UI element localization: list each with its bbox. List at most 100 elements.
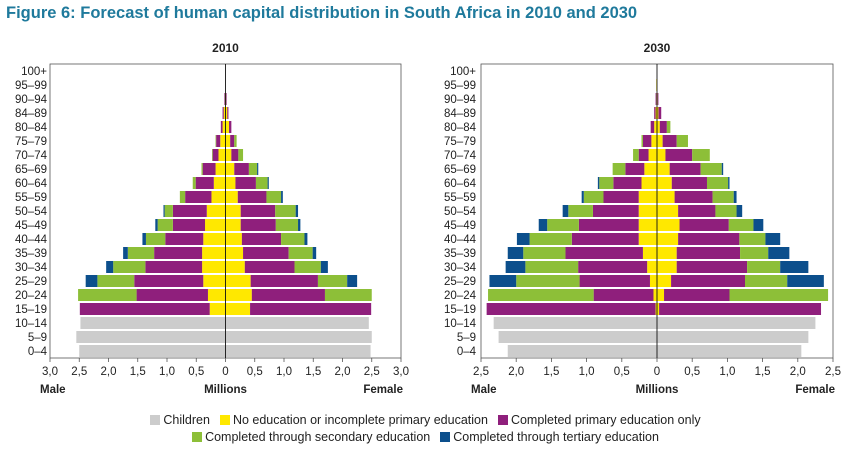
panel-2030-bar-female-no-education-13 [657, 247, 677, 259]
panel-2030-bar-male-secondary-8 [599, 177, 614, 189]
panel-2030-bar-male-primary-12 [571, 233, 639, 245]
panel-2030-bar-male-primary-14 [578, 261, 648, 273]
panel-2030-bar-male-primary-10 [592, 205, 639, 217]
panel-2010-bar-female-no-education-5 [225, 135, 231, 147]
panel-2030-bar-male-primary-2 [655, 93, 657, 105]
panel-2030-female-label: Female [795, 384, 835, 396]
panel-2030-x-tick-label-2: 1,5 [543, 366, 559, 378]
panel-2010-bar-female-children-20 [225, 345, 371, 357]
panel-2010-x-tick-label-8: 1,0 [276, 366, 292, 378]
panel-2030-bar-female-secondary-5 [676, 135, 688, 147]
panel-2010-bar-male-primary-14 [145, 261, 203, 273]
panel-2030-x-tick-label-3: 1,0 [579, 366, 595, 378]
panel-2010-bar-male-tertiary-15 [85, 275, 98, 287]
legend-swatch-no-education [219, 414, 230, 425]
panel-2030-category-label-16: 20–24 [444, 290, 477, 302]
panel-2010-bar-male-secondary-13 [127, 247, 155, 259]
panel-2030-bar-female-no-education-9 [657, 191, 675, 203]
panel-2030-bar-female-secondary-6 [692, 149, 710, 161]
panel-2030-x-tick-label-9: 2,0 [790, 366, 806, 378]
panel-2010-bar-female-primary-8 [235, 177, 256, 189]
panel-2030-bar-female-no-education-10 [657, 205, 679, 217]
legend-label-tertiary: Completed through tertiary education [453, 429, 659, 444]
panel-2010-x-tick-label-2: 2,0 [101, 366, 117, 378]
panel-2010-bar-female-tertiary-14 [320, 261, 328, 273]
panel-2010-bar-male-primary-4 [220, 121, 223, 133]
panel-2030-category-label-8: 60–64 [444, 178, 477, 190]
panel-2010-category-label-16: 20–24 [15, 290, 48, 302]
panel-2030-category-label-2: 90–94 [444, 94, 477, 106]
panel-2010-bar-male-no-education-3 [223, 107, 226, 119]
panel-2010-bar-male-primary-8 [195, 177, 214, 189]
panel-2010-bar-female-no-education-13 [225, 247, 244, 259]
panel-2010-title: 2010 [212, 41, 239, 55]
panel-2010-category-label-10: 50–54 [15, 206, 48, 218]
panel-2010-bar-male-no-education-16 [207, 289, 226, 301]
panel-2010-category-label-2: 90–94 [15, 94, 48, 106]
panel-2010-bar-female-no-education-3 [225, 107, 228, 119]
panel-2030-bar-male-primary-6 [638, 149, 649, 161]
panel-2010-bar-female-secondary-12 [281, 233, 305, 245]
panel-2030-x-tick-label-6: 0,5 [684, 366, 700, 378]
panel-2030-category-label-3: 84–89 [444, 108, 476, 120]
panel-2010-bar-female-secondary-14 [294, 261, 321, 273]
panel-2010-bar-male-primary-17 [79, 303, 210, 315]
panel-2010-bar-female-tertiary-8 [267, 177, 269, 189]
panel-2010-bar-female-no-education-8 [225, 177, 236, 189]
panel-2030-bar-male-primary-4 [650, 121, 655, 133]
panel-2010-category-label-12: 40–44 [15, 234, 48, 246]
panel-2010-female-label: Female [363, 384, 403, 396]
panel-2010-category-label-7: 65–69 [15, 164, 47, 176]
panel-2010-male-label: Male [40, 384, 66, 396]
panel-2010-bar-female-secondary-6 [238, 149, 244, 161]
panel-2030-bar-male-no-education-5 [651, 135, 657, 147]
panel-2010-bar-female-primary-6 [231, 149, 239, 161]
panel-2030-bar-male-no-education-16 [653, 289, 657, 301]
panel-2030-bar-female-primary-9 [674, 191, 713, 203]
panel-2010-bar-male-secondary-5 [215, 135, 217, 147]
legend-row-1: Children No education or incomplete prim… [0, 411, 851, 428]
panel-2030-bar-female-tertiary-7 [721, 163, 724, 175]
panel-2010-bar-female-primary-13 [243, 247, 289, 259]
panel-2010-bar-female-no-education-11 [225, 219, 241, 231]
panel-2010-bar-male-primary-2 [224, 93, 225, 105]
panel-2010-bar-female-primary-5 [230, 135, 235, 147]
panel-2030-bar-female-tertiary-9 [733, 191, 737, 203]
panel-2030-bar-female-children-19 [657, 331, 809, 343]
panel-2010-category-label-4: 80–84 [15, 122, 48, 134]
panel-2030-bar-female-tertiary-11 [753, 219, 764, 231]
panel-2010-category-label-9: 55–59 [15, 192, 47, 204]
panel-2030-bar-male-tertiary-12 [516, 233, 530, 245]
panel-2030-bar-male-secondary-10 [568, 205, 593, 217]
legend-swatch-tertiary [440, 431, 451, 442]
panel-2010-bar-male-no-education-10 [206, 205, 226, 217]
legend-swatch-primary [497, 414, 508, 425]
panel-2010-bar-male-children-20 [79, 345, 226, 357]
panel-2030-x-axis-label: Millions [636, 384, 679, 396]
panel-2010-bar-female-tertiary-15 [347, 275, 358, 287]
panel-2010-bar-male-primary-12 [165, 233, 204, 245]
panel-2030-bar-female-primary-7 [669, 163, 701, 175]
panel-2030-bar-female-no-education-5 [657, 135, 663, 147]
panel-2030-bar-female-secondary-7 [700, 163, 722, 175]
panel-2030-bar-female-no-education-15 [657, 275, 672, 287]
panel-2010-bar-female-secondary-10 [275, 205, 296, 217]
panel-2010-bar-male-primary-10 [172, 205, 207, 217]
panel-2010-x-tick-label-6: 0 [222, 366, 228, 378]
panel-2010-x-axis-label: Millions [204, 384, 247, 396]
legend: Children No education or incomplete prim… [0, 411, 851, 445]
panel-2010-bar-male-primary-16 [136, 289, 208, 301]
panel-2030-bar-female-secondary-16 [729, 289, 829, 301]
legend-item-secondary: Completed through secondary education [192, 430, 430, 444]
panel-2010-bar-female-primary-3 [227, 107, 229, 119]
panel-2030-bar-male-secondary-12 [529, 233, 572, 245]
panel-2030-bar-male-secondary-14 [525, 261, 579, 273]
panel-2030-bar-female-no-education-17 [657, 303, 660, 315]
legend-swatch-secondary [192, 431, 203, 442]
panel-2030-x-tick-label-10: 2,5 [825, 366, 841, 378]
panel-2010-bar-female-no-education-12 [225, 233, 242, 245]
panel-2030-bar-male-primary-7 [625, 163, 645, 175]
panel-2030-bar-female-no-education-11 [657, 219, 680, 231]
panel-2030-category-label-12: 40–44 [444, 234, 477, 246]
panel-2010-bar-male-secondary-9 [179, 191, 186, 203]
